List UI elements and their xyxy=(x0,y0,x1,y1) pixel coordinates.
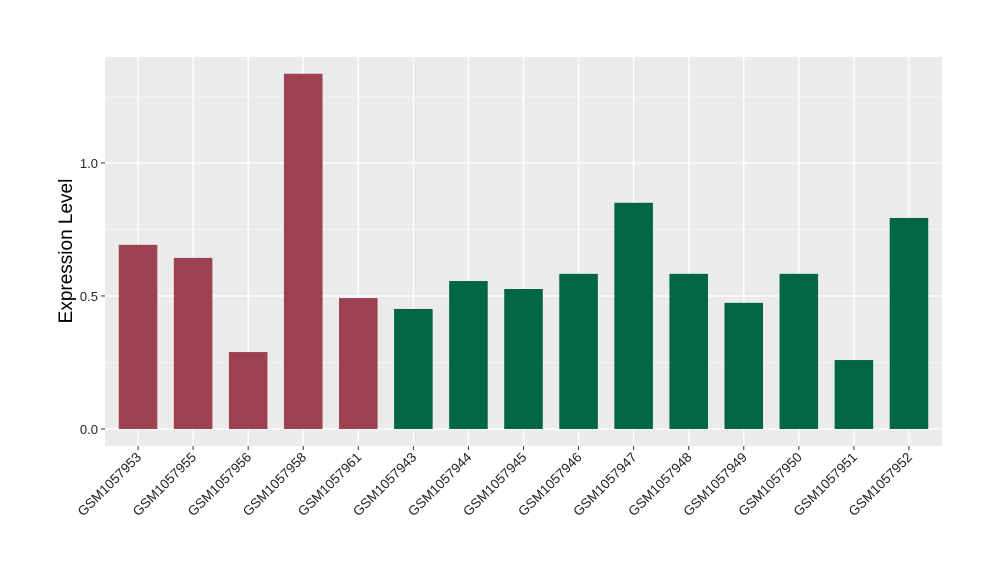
bar xyxy=(228,352,268,429)
bar xyxy=(779,273,819,429)
x-axis: GSM1057953GSM1057955GSM1057956GSM1057958… xyxy=(75,446,915,519)
bar xyxy=(559,273,598,429)
bar xyxy=(889,217,929,429)
bar xyxy=(504,289,543,429)
y-tick-label: 0.5 xyxy=(80,289,98,304)
y-tick-label: 0.0 xyxy=(80,422,98,437)
bar xyxy=(339,298,378,429)
bars xyxy=(118,73,929,429)
bar xyxy=(669,273,708,429)
bar xyxy=(283,73,323,429)
y-tick-label: 1.0 xyxy=(80,156,98,171)
bar xyxy=(724,302,764,429)
y-axis-label: Expression Level xyxy=(56,179,77,324)
bar xyxy=(449,281,488,429)
bar xyxy=(118,244,158,429)
bar xyxy=(394,308,433,429)
bar xyxy=(173,257,213,429)
bar xyxy=(834,360,874,429)
y-axis: 0.0 0.5 1.0 xyxy=(80,156,105,437)
bar xyxy=(614,202,653,429)
